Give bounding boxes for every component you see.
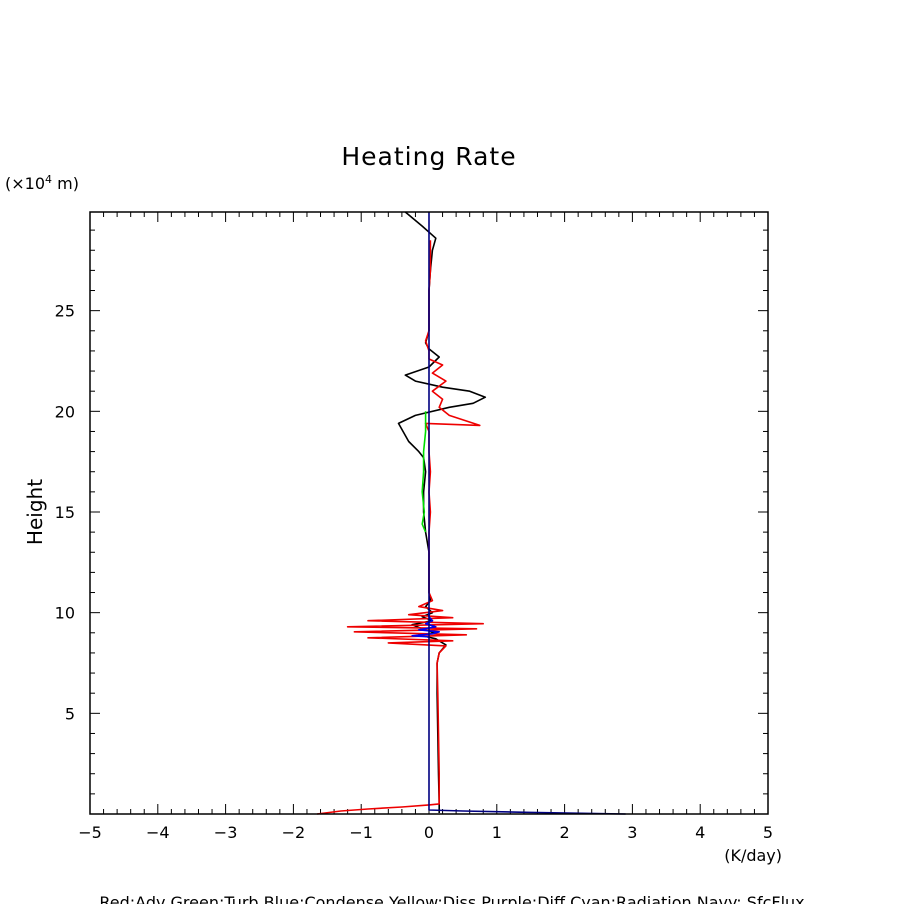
x-tick-label: 1 (492, 823, 502, 842)
x-tick-label: −3 (214, 823, 238, 842)
y-unit-exponent: 4 (45, 173, 52, 186)
series-line-condense (411, 612, 441, 638)
x-tick-label: 2 (560, 823, 570, 842)
series-line-turb (421, 411, 427, 533)
y-tick-label: 10 (55, 604, 75, 623)
x-tick-label: −4 (146, 823, 170, 842)
x-tick-label: 4 (695, 823, 705, 842)
series-line-total (397, 211, 487, 813)
y-tick-label: 25 (55, 302, 75, 321)
y-unit-prefix: (×10 (5, 174, 45, 193)
y-unit-suffix: m) (52, 174, 79, 193)
x-tick-label: −5 (78, 823, 102, 842)
x-tick-label: −1 (349, 823, 373, 842)
x-tick-label: 3 (627, 823, 637, 842)
chart-title: Heating Rate (341, 142, 516, 171)
y-axis-label: Height (23, 479, 47, 545)
x-tick-label: 0 (424, 823, 434, 842)
x-axis-label: (K/day) (724, 846, 782, 865)
legend-text: Red:Adv Green:Turb Blue:Condense Yellow:… (99, 893, 804, 904)
y-unit-label: (×104 m) (5, 173, 79, 193)
series-line-adv (316, 240, 485, 815)
plot-frame (89, 211, 769, 815)
x-tick-label: 5 (763, 823, 773, 842)
x-tick-label: −2 (282, 823, 306, 842)
y-tick-label: 15 (55, 503, 75, 522)
y-tick-label: 20 (55, 402, 75, 421)
series-line-sfcflux (428, 212, 626, 815)
y-tick-label: 5 (65, 704, 75, 723)
